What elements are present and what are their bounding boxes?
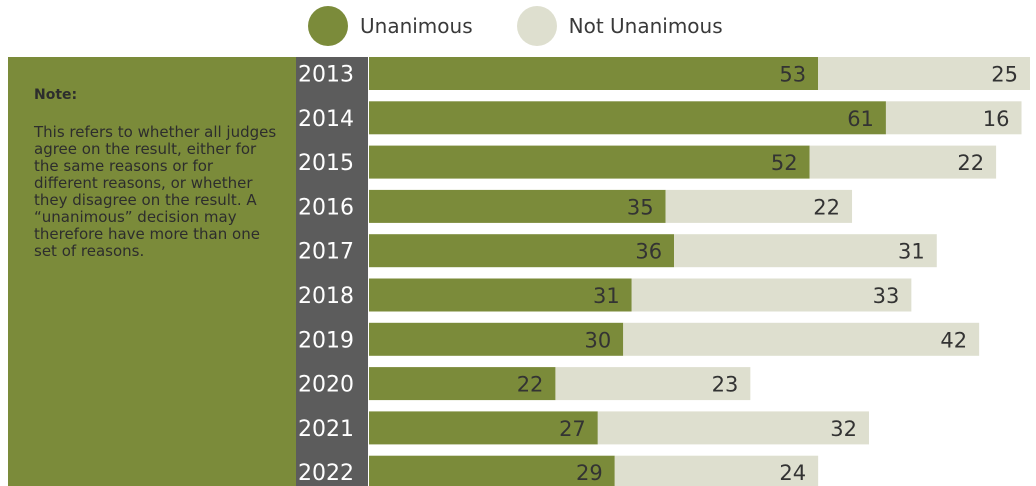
value-label-unanimous-2015: 52 xyxy=(771,151,798,175)
year-label-2019: 2019 xyxy=(298,328,354,353)
bar-unanimous-2022 xyxy=(369,455,615,486)
value-label-not-unanimous-2021: 32 xyxy=(830,417,857,441)
bar-not-unanimous-2019 xyxy=(623,322,980,356)
year-label-2013: 2013 xyxy=(298,63,354,88)
value-label-not-unanimous-2017: 31 xyxy=(898,240,925,264)
note-title: Note: xyxy=(34,87,78,103)
note-text: This refers to whether all judges agree … xyxy=(34,123,277,260)
bar-not-unanimous-2015 xyxy=(809,145,997,179)
value-label-unanimous-2014: 61 xyxy=(847,107,874,131)
bar-not-unanimous-2014 xyxy=(885,101,1022,135)
value-label-unanimous-2022: 29 xyxy=(576,461,603,485)
year-label-2017: 2017 xyxy=(298,240,354,265)
value-label-not-unanimous-2018: 33 xyxy=(873,284,900,308)
year-label-2021: 2021 xyxy=(298,417,354,442)
value-label-not-unanimous-2020: 23 xyxy=(712,373,739,397)
value-label-not-unanimous-2013: 25 xyxy=(991,63,1018,87)
bar-unanimous-2015 xyxy=(369,145,810,179)
value-label-unanimous-2021: 27 xyxy=(559,417,586,441)
bar-not-unanimous-2021 xyxy=(597,411,869,445)
value-label-unanimous-2017: 36 xyxy=(635,240,662,264)
bar-not-unanimous-2022 xyxy=(614,455,819,486)
value-label-not-unanimous-2014: 16 xyxy=(983,107,1010,131)
legend-label-not-unanimous: Not Unanimous xyxy=(568,14,723,38)
bar-unanimous-2021 xyxy=(369,411,598,445)
bar-unanimous-2013 xyxy=(369,57,819,90)
year-label-2014: 2014 xyxy=(298,107,354,132)
bar-unanimous-2020 xyxy=(369,367,556,401)
note-panel: Note: This refers to whether all judges … xyxy=(8,57,296,486)
bar-not-unanimous-2018 xyxy=(631,278,912,312)
bar-not-unanimous-2013 xyxy=(818,57,1030,90)
value-label-unanimous-2019: 30 xyxy=(584,328,611,352)
chart-legend: Unanimous Not Unanimous xyxy=(308,6,767,46)
value-label-unanimous-2013: 53 xyxy=(779,63,806,87)
bar-unanimous-2016 xyxy=(369,189,666,223)
bar-not-unanimous-2020 xyxy=(555,367,751,401)
year-label-2020: 2020 xyxy=(298,373,354,398)
value-label-unanimous-2016: 35 xyxy=(627,195,654,219)
year-label-2015: 2015 xyxy=(298,151,354,176)
legend-item-not-unanimous: Not Unanimous xyxy=(516,6,723,46)
year-axis-strip xyxy=(296,57,368,486)
legend-item-unanimous: Unanimous xyxy=(308,6,473,46)
legend-label-unanimous: Unanimous xyxy=(360,14,473,38)
year-label-2018: 2018 xyxy=(298,284,354,309)
value-label-not-unanimous-2016: 22 xyxy=(813,195,840,219)
bar-not-unanimous-2017 xyxy=(674,234,937,268)
legend-swatch-unanimous xyxy=(308,6,348,46)
value-label-unanimous-2018: 31 xyxy=(593,284,620,308)
value-label-not-unanimous-2015: 22 xyxy=(957,151,984,175)
bar-not-unanimous-2016 xyxy=(665,189,853,223)
value-label-not-unanimous-2022: 24 xyxy=(779,461,806,485)
bar-unanimous-2019 xyxy=(369,322,624,356)
bar-unanimous-2017 xyxy=(369,234,675,268)
value-label-unanimous-2020: 22 xyxy=(517,373,544,397)
bar-unanimous-2018 xyxy=(369,278,632,312)
year-label-2022: 2022 xyxy=(298,461,354,486)
bar-unanimous-2014 xyxy=(369,101,886,135)
legend-swatch-not-unanimous xyxy=(516,6,557,46)
year-label-2016: 2016 xyxy=(298,195,354,220)
value-label-not-unanimous-2019: 42 xyxy=(940,328,967,352)
